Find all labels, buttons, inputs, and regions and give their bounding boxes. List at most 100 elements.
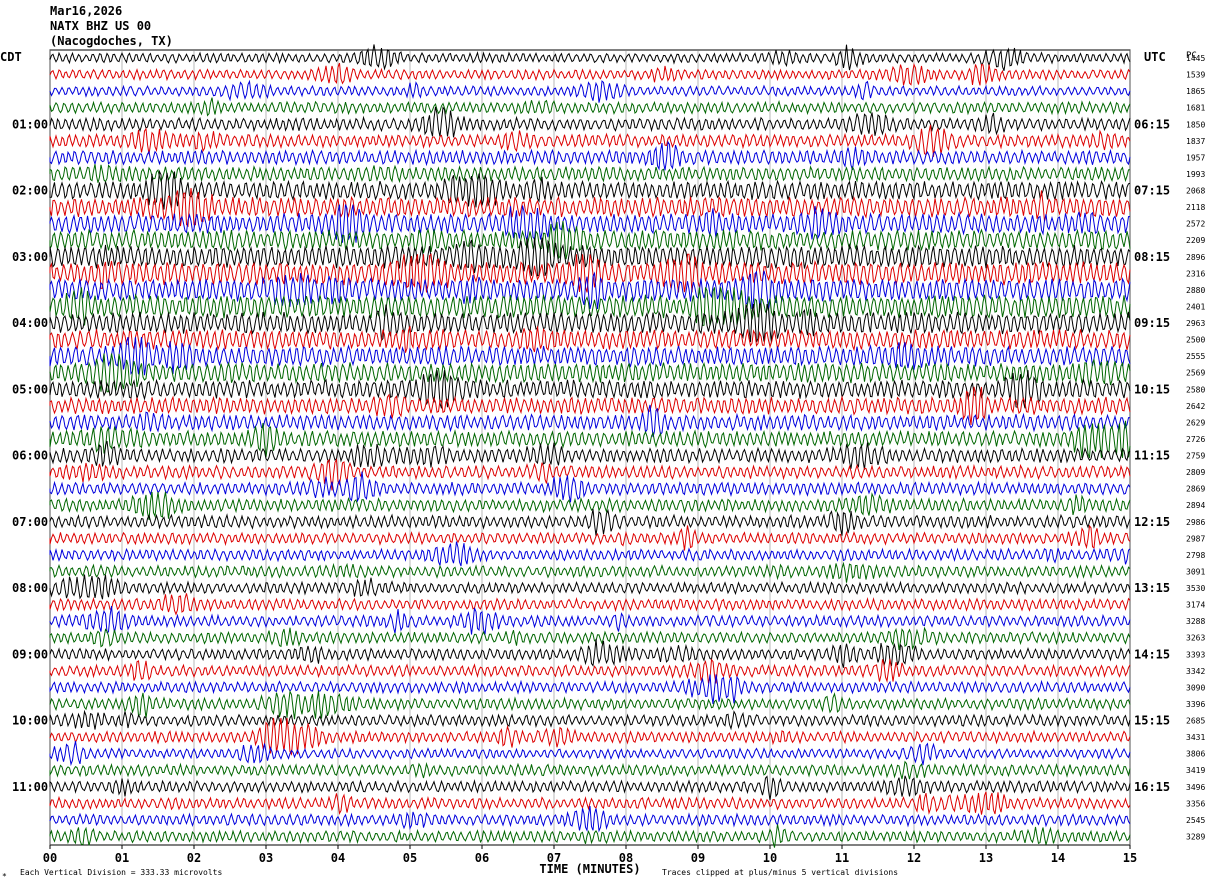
pc-value: 3530: [1186, 584, 1205, 593]
pc-value: 3090: [1186, 683, 1205, 692]
pc-value: 2209: [1186, 236, 1205, 245]
pc-value: 2569: [1186, 369, 1205, 378]
right-hour-label: 07:15: [1134, 184, 1170, 198]
trace-row-41: [49, 709, 1131, 731]
station-code: NATX BHZ US 00: [50, 19, 152, 33]
right-hour-label: 15:15: [1134, 714, 1170, 728]
pc-value: 1539: [1186, 71, 1205, 80]
left-hour-label: 05:00: [12, 382, 48, 396]
x-tick-label: 06: [475, 851, 489, 865]
trace-row-2: [49, 62, 1131, 86]
x-tick-label: 15: [1123, 851, 1137, 865]
x-tick-label: 05: [403, 851, 417, 865]
pc-value: 2642: [1186, 402, 1205, 411]
trace-row-46: [49, 791, 1131, 816]
pc-value: 1681: [1186, 104, 1205, 113]
trace-row-7: [49, 140, 1131, 171]
pc-value: 1993: [1186, 170, 1205, 179]
pc-value: 2987: [1186, 534, 1205, 543]
trace-row-34: [49, 593, 1131, 616]
seismic-traces: [49, 44, 1131, 848]
trace-row-11: [49, 204, 1130, 243]
pc-value: 2759: [1186, 452, 1205, 461]
trace-row-39: [49, 674, 1131, 705]
pc-value: 3396: [1186, 700, 1205, 709]
left-hour-label: 09:00: [12, 647, 48, 661]
trace-row-26: [49, 458, 1131, 491]
right-timezone-label: UTC: [1144, 50, 1166, 64]
trace-row-20: [49, 353, 1131, 393]
right-hour-label: 09:15: [1134, 316, 1170, 330]
pc-value: 3419: [1186, 766, 1205, 775]
x-tick-label: 14: [1051, 851, 1065, 865]
axis-labels: 00 01 02 03 04 05 06 07 08 09 10 11 12 13 14 15 1445 1539…: [12, 54, 1205, 865]
trace-row-16: [49, 287, 1131, 327]
pc-value: 2401: [1186, 302, 1205, 311]
trace-row-5: [49, 106, 1131, 138]
pc-value: 3393: [1186, 650, 1205, 659]
pc-value: 3431: [1186, 733, 1205, 742]
right-hour-label: 08:15: [1134, 250, 1170, 264]
x-tick-label: 03: [259, 851, 273, 865]
trace-row-22: [49, 386, 1131, 425]
trace-row-44: [49, 760, 1131, 780]
pc-value: 2316: [1186, 269, 1205, 278]
pc-value: 2685: [1186, 717, 1205, 726]
trace-row-24: [49, 420, 1131, 459]
pc-value: 2963: [1186, 319, 1205, 328]
x-tick-label: 00: [43, 851, 57, 865]
trace-row-1: [49, 44, 1131, 71]
pc-value: 2798: [1186, 551, 1205, 560]
right-hour-label: 16:15: [1134, 780, 1170, 794]
trace-row-10: [49, 187, 1131, 228]
x-tick-label: 09: [691, 851, 705, 865]
x-tick-label: 04: [331, 851, 345, 865]
x-tick-label: 13: [979, 851, 993, 865]
trace-row-36: [49, 626, 1131, 651]
trace-row-9: [49, 169, 1131, 210]
pc-value: 3356: [1186, 799, 1205, 808]
pc-value: 2896: [1186, 253, 1205, 262]
trace-row-33: [49, 574, 1131, 600]
pc-value: 3289: [1186, 832, 1205, 841]
trace-row-18: [49, 325, 1131, 353]
trace-row-47: [49, 805, 1131, 833]
clip-note: Traces clipped at plus/minus 5 vertical …: [662, 868, 898, 877]
pc-value: 2580: [1186, 385, 1205, 394]
pc-value: 2726: [1186, 435, 1205, 444]
trace-row-13: [49, 237, 1131, 277]
pc-value: 2869: [1186, 485, 1205, 494]
station-location: (Nacogdoches, TX): [50, 34, 173, 48]
pc-value: 3806: [1186, 750, 1205, 759]
pc-value: 3174: [1186, 601, 1205, 610]
pc-value: 2894: [1186, 501, 1205, 510]
left-hour-label: 08:00: [12, 581, 48, 595]
left-hour-label: 02:00: [12, 184, 48, 198]
trace-row-6: [49, 124, 1131, 157]
trace-row-45: [49, 775, 1131, 801]
pc-value: 2500: [1186, 336, 1205, 345]
trace-row-21: [49, 370, 1131, 409]
trace-row-3: [49, 79, 1131, 103]
trace-row-25: [49, 440, 1131, 470]
left-hour-label: 11:00: [12, 780, 48, 794]
trace-row-14: [49, 253, 1131, 293]
left-timezone-label: CDT: [0, 50, 22, 64]
pc-value: 1837: [1186, 137, 1205, 146]
trace-row-8: [49, 164, 1131, 184]
left-hour-label: 06:00: [12, 449, 48, 463]
trace-row-30: [49, 524, 1131, 551]
trace-row-40: [49, 689, 1131, 720]
trace-row-35: [49, 606, 1131, 635]
pc-column-label: PC: [1186, 51, 1197, 61]
trace-row-32: [49, 561, 1131, 583]
right-hour-label: 06:15: [1134, 117, 1170, 131]
left-hour-label: 10:00: [12, 714, 48, 728]
pc-value: 1850: [1186, 120, 1205, 129]
right-hour-label: 13:15: [1134, 581, 1170, 595]
pc-value: 3288: [1186, 617, 1205, 626]
plot-date: Mar16,2026: [50, 4, 123, 18]
x-tick-label: 11: [835, 851, 849, 865]
trace-row-48: [49, 824, 1131, 848]
